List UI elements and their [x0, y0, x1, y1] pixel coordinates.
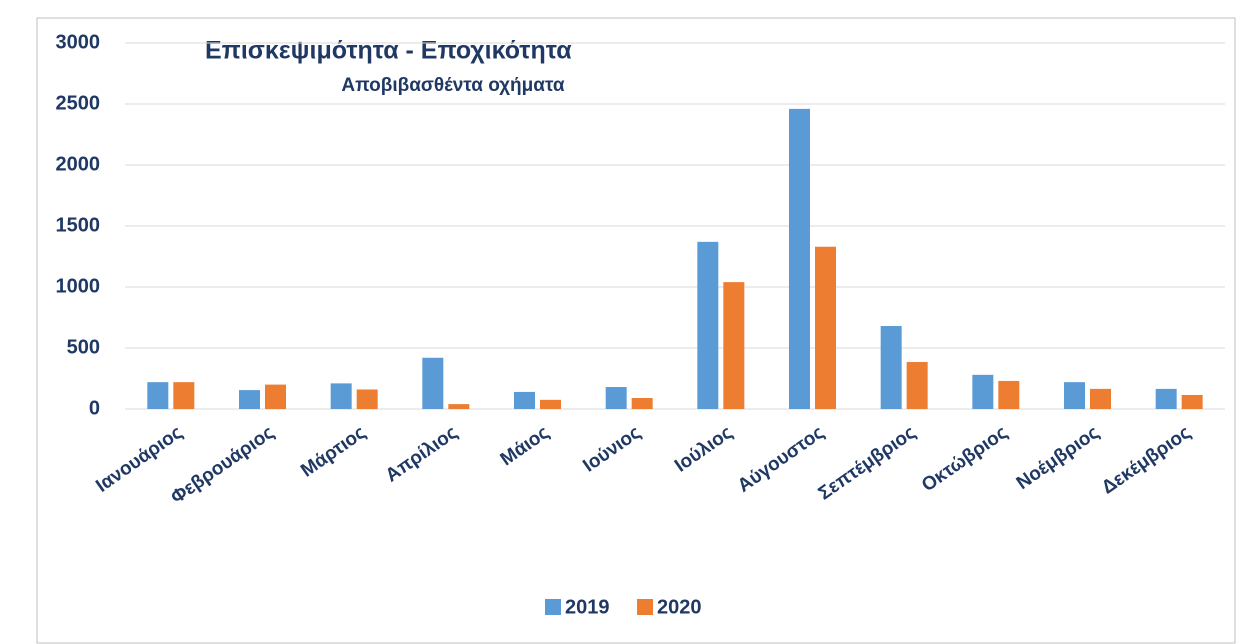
- chart-frame: [36, 17, 1236, 644]
- chart-subtitle: Αποβιβασθέντα οχήματα: [341, 75, 565, 96]
- y-tick-label: 500: [67, 336, 100, 358]
- bar: [972, 374, 994, 409]
- bar: [147, 382, 169, 409]
- bar: [605, 387, 627, 409]
- bar: [1064, 382, 1085, 409]
- bar: [239, 390, 260, 409]
- bar: [540, 399, 561, 409]
- bar: [789, 108, 810, 409]
- bar: [1181, 394, 1203, 409]
- bar: [631, 398, 653, 409]
- legend-swatch: [637, 599, 653, 615]
- bar: [1090, 388, 1111, 409]
- bar: [514, 391, 535, 409]
- y-tick-label: 1000: [56, 275, 101, 297]
- legend-label: 2020: [657, 596, 702, 618]
- chart-title: Επισκεψιμότητα - Εποχικότητα: [205, 37, 572, 65]
- bar: [356, 389, 378, 409]
- legend-swatch: [545, 599, 561, 615]
- legend-label: 2019: [565, 596, 610, 618]
- y-tick-label: 2000: [56, 153, 101, 175]
- bar: [697, 241, 719, 409]
- bar: [265, 384, 286, 409]
- y-tick-label: 1500: [56, 214, 101, 236]
- bar: [422, 357, 444, 409]
- bar: [723, 282, 745, 409]
- y-tick-label: 2500: [56, 92, 101, 114]
- bar: [880, 326, 902, 409]
- bar: [448, 404, 470, 409]
- y-tick-label: 3000: [56, 31, 101, 53]
- bar: [815, 246, 836, 409]
- bar: [173, 382, 195, 409]
- bar: [906, 362, 928, 409]
- bar: [330, 383, 352, 409]
- y-tick-label: 0: [89, 397, 100, 419]
- bar: [1155, 388, 1177, 409]
- bar: [998, 380, 1020, 409]
